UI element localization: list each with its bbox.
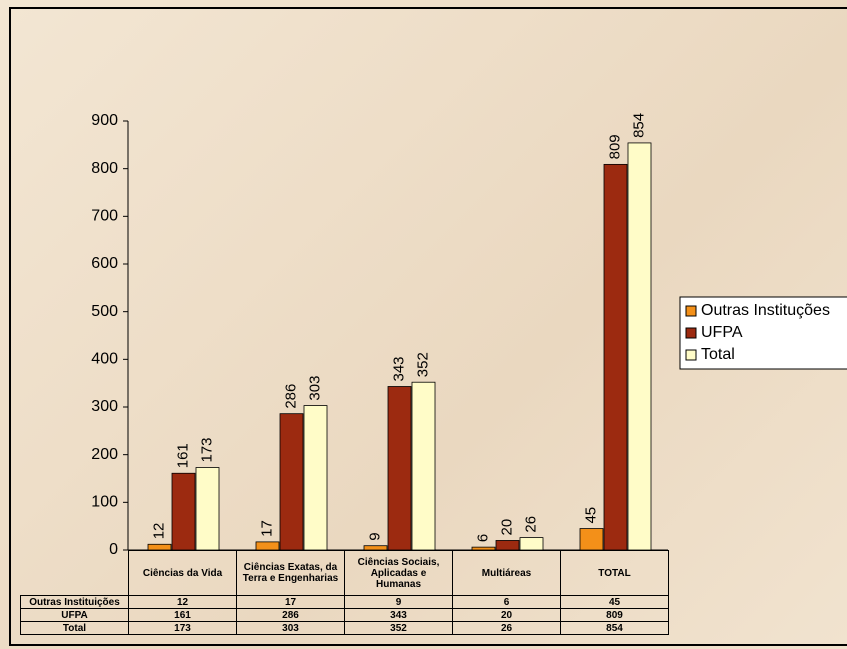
legend-swatch — [685, 305, 697, 317]
table-row: UFPA 161 286 343 20 809 — [20, 608, 669, 622]
table-value: 343 — [344, 608, 453, 622]
value-label: 17 — [258, 520, 275, 537]
bar — [411, 381, 436, 551]
table-row: Outras Instituições 12 17 9 6 45 — [20, 595, 669, 609]
value-label: 286 — [282, 384, 299, 409]
table-value: 26 — [452, 621, 561, 635]
value-label: 809 — [606, 134, 623, 159]
value-label: 161 — [174, 443, 191, 468]
bar — [603, 163, 628, 551]
category-label: TOTAL — [560, 550, 669, 596]
legend-swatch — [685, 327, 697, 339]
data-table: Ciências da Vida Ciências Exatas, da Terr… — [20, 550, 669, 635]
value-label: 9 — [366, 532, 383, 540]
value-label: 20 — [498, 519, 515, 536]
value-label: 45 — [582, 507, 599, 524]
value-label: 26 — [522, 516, 539, 533]
table-header: Ciências da Vida Ciências Exatas, da Terr… — [21, 550, 669, 596]
y-tick-label: 500 — [91, 303, 118, 320]
y-tick-label: 600 — [91, 255, 118, 272]
table-value: 9 — [344, 595, 453, 609]
table-row: Total 173 303 352 26 854 — [20, 621, 669, 635]
category-label: Ciências da Vida — [128, 550, 237, 596]
bar — [255, 541, 280, 551]
y-tick-label: 300 — [91, 398, 118, 415]
legend-swatch — [685, 349, 697, 361]
bar — [387, 386, 412, 551]
table-value: 286 — [236, 608, 345, 622]
value-label: 6 — [474, 534, 491, 542]
bar — [279, 413, 304, 551]
y-tick-label: 400 — [91, 351, 118, 368]
table-value: 303 — [236, 621, 345, 635]
table-corner — [21, 551, 129, 596]
table-value: 352 — [344, 621, 453, 635]
y-tick-label: 700 — [91, 208, 118, 225]
bar — [579, 528, 604, 551]
frame — [9, 7, 847, 646]
y-tick-label: 900 — [91, 112, 118, 129]
row-label: Total — [20, 621, 129, 635]
category-label: Ciências Exatas, da Terra e Engenharias — [236, 550, 345, 596]
category-label: Ciências Sociais, Aplicadas e Humanas — [344, 550, 453, 596]
table-value: 161 — [128, 608, 237, 622]
table-value: 854 — [560, 621, 669, 635]
bar — [519, 537, 544, 551]
legend-label: UFPA — [701, 324, 743, 341]
row-label: UFPA — [20, 608, 129, 622]
value-label: 12 — [150, 523, 167, 540]
legend-box — [679, 296, 847, 370]
value-label: 854 — [630, 113, 647, 138]
table-value: 173 — [128, 621, 237, 635]
table-value: 809 — [560, 608, 669, 622]
category-label: Multiáreas — [452, 550, 561, 596]
value-label: 173 — [198, 438, 215, 463]
value-label: 303 — [306, 376, 323, 401]
row-label: Outras Instituições — [20, 595, 129, 609]
value-label: 352 — [414, 352, 431, 377]
value-label: 343 — [390, 356, 407, 381]
table-value: 12 — [128, 595, 237, 609]
bar — [495, 540, 520, 551]
bar — [627, 142, 652, 551]
table-value: 17 — [236, 595, 345, 609]
table-value: 6 — [452, 595, 561, 609]
y-tick-label: 800 — [91, 160, 118, 177]
y-tick-label: 0 — [109, 541, 118, 558]
bar — [303, 405, 328, 551]
bar — [195, 467, 220, 551]
legend-label: Outras Instituções — [701, 302, 830, 319]
table-value: 20 — [452, 608, 561, 622]
table-value: 45 — [560, 595, 669, 609]
legend-label: Total — [701, 346, 735, 363]
bar — [171, 472, 196, 551]
y-tick-label: 200 — [91, 446, 118, 463]
y-tick-label: 100 — [91, 494, 118, 511]
